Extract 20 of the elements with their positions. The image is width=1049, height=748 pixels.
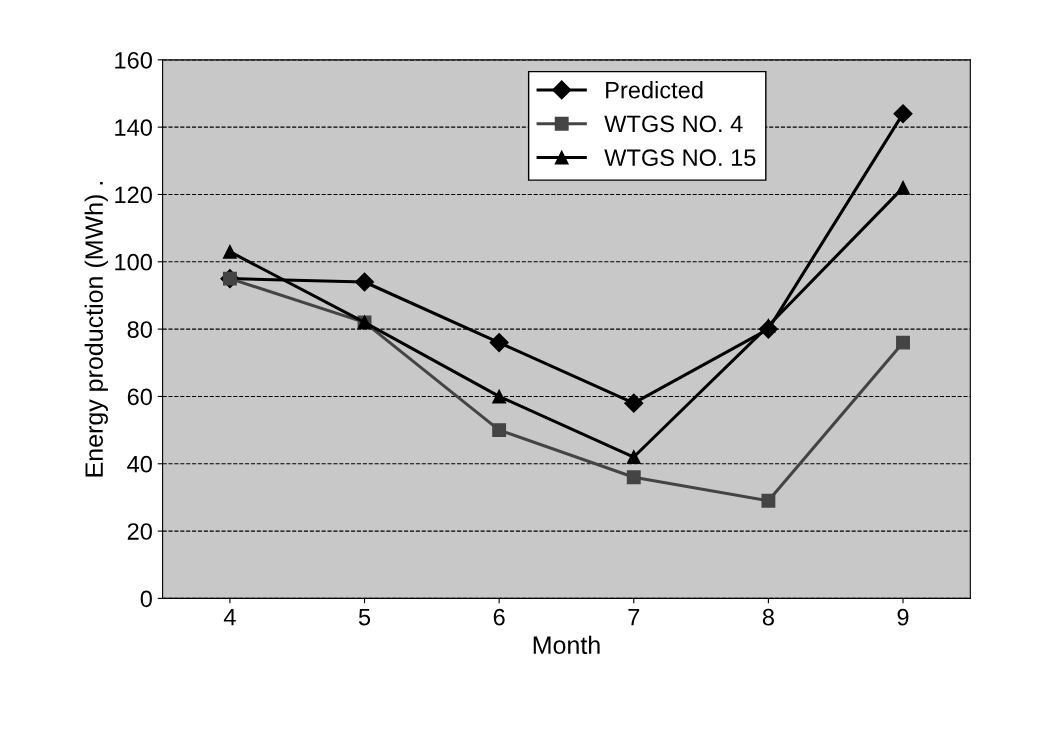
x-tick-label: 7 (628, 608, 640, 626)
x-tick-label: 8 (762, 608, 774, 626)
y-tick-label: 160 (115, 51, 152, 69)
legend-label: WTGS NO. 15 (604, 149, 756, 167)
y-tick-label: 100 (115, 253, 152, 271)
y-tick-label: 80 (127, 321, 152, 338)
y-tick-label: 20 (127, 523, 152, 540)
y-tick-label: 0 (140, 590, 152, 608)
legend-label: Predicted (606, 81, 703, 99)
y-tick-label: 40 (127, 455, 152, 473)
y-tick-label: 60 (127, 388, 152, 406)
y-tick-label: 140 (115, 119, 152, 136)
x-tick-label: 4 (223, 608, 236, 626)
y-tick-label: 120 (115, 186, 152, 204)
y-axis-title: Energy production (MWh) . (84, 182, 108, 477)
x-tick-label: 9 (897, 608, 909, 626)
x-tick-label: 5 (358, 608, 371, 626)
legend-label: WTGS NO. 4 (604, 115, 743, 133)
x-tick-label: 6 (493, 608, 505, 626)
x-axis-title: Month (533, 635, 600, 655)
